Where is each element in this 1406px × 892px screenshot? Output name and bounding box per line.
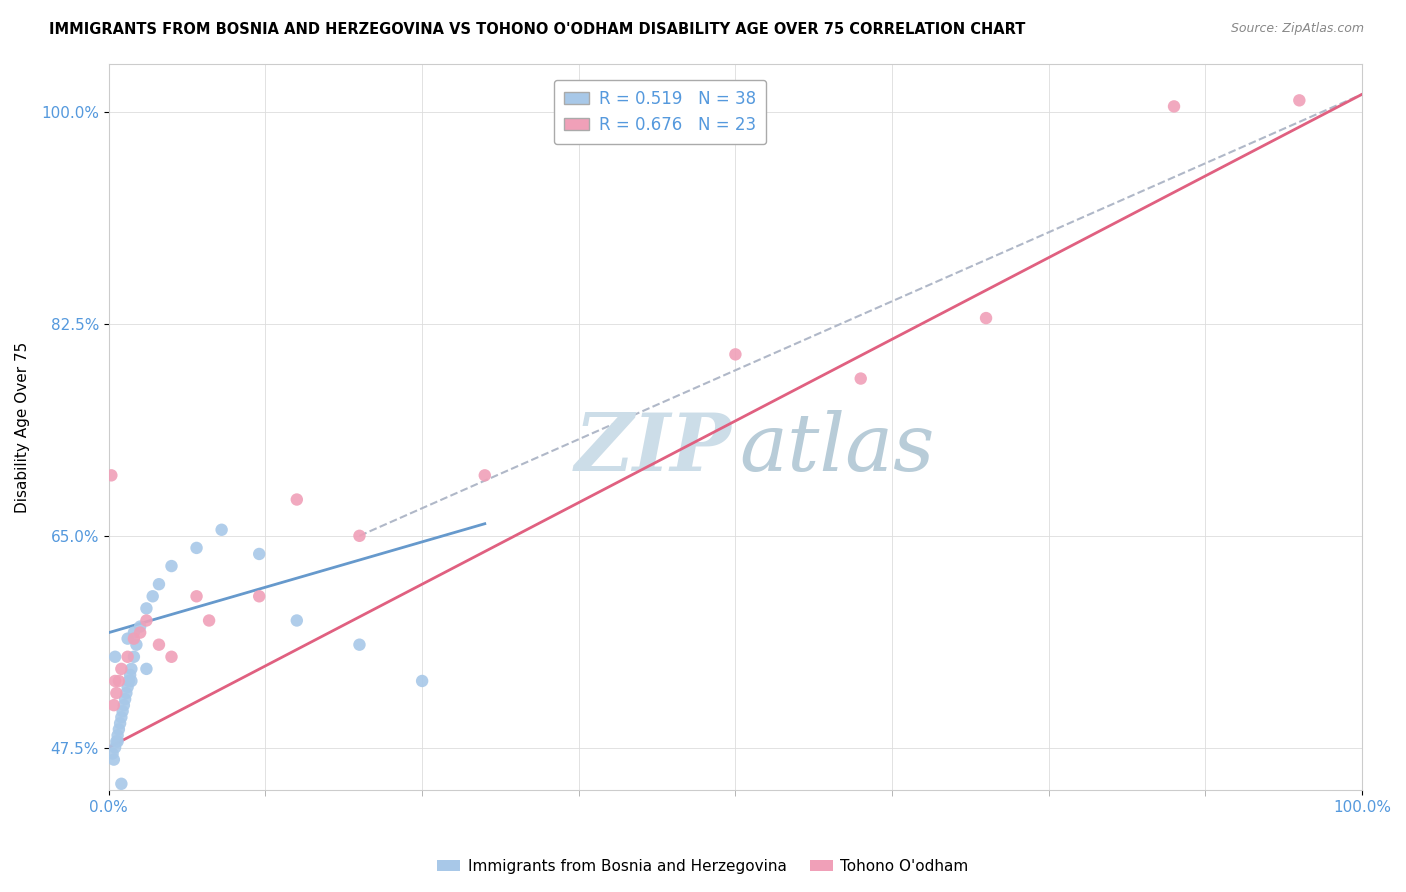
Point (100, 468, 122, 483)
Point (122, 649, 145, 664)
Point (148, 638, 170, 652)
Point (349, 529, 371, 543)
Point (247, 589, 270, 603)
Point (108, 673, 131, 688)
Text: ZIP: ZIP (575, 410, 731, 487)
Legend: R = 0.519   N = 38, R = 0.676   N = 23: R = 0.519 N = 38, R = 0.676 N = 23 (554, 79, 766, 144)
Point (186, 541, 208, 555)
Point (104, 649, 127, 664)
Point (103, 753, 125, 767)
Point (118, 673, 141, 688)
Point (122, 632, 145, 646)
Point (129, 619, 152, 633)
Point (160, 649, 183, 664)
Point (120, 673, 142, 688)
Point (110, 662, 132, 676)
Point (110, 777, 132, 791)
Point (117, 632, 139, 646)
Point (110, 710, 132, 724)
Point (411, 673, 433, 688)
Y-axis label: Disability Age Over 75: Disability Age Over 75 (15, 342, 30, 513)
Point (1163, 99, 1185, 113)
Point (349, 638, 371, 652)
Point (115, 686, 138, 700)
Point (122, 625, 145, 640)
Point (112, 801, 135, 815)
Point (285, 492, 308, 507)
Point (105, 686, 128, 700)
Point (160, 559, 183, 574)
Point (135, 662, 157, 676)
Point (117, 649, 139, 664)
Point (108, 723, 131, 737)
Point (849, 371, 872, 385)
Point (107, 728, 129, 742)
Text: Source: ZipAtlas.com: Source: ZipAtlas.com (1230, 22, 1364, 36)
Point (724, 347, 747, 361)
Point (108, 789, 131, 803)
Point (285, 614, 308, 628)
Point (103, 698, 125, 713)
Point (247, 547, 270, 561)
Text: IMMIGRANTS FROM BOSNIA AND HERZEGOVINA VS TOHONO O'ODHAM DISABILITY AGE OVER 75 : IMMIGRANTS FROM BOSNIA AND HERZEGOVINA V… (49, 22, 1025, 37)
Point (105, 734, 128, 748)
Point (101, 747, 124, 761)
Point (974, 311, 997, 326)
Legend: Immigrants from Bosnia and Herzegovina, Tohono O'odham: Immigrants from Bosnia and Herzegovina, … (432, 853, 974, 880)
Point (104, 740, 127, 755)
Point (114, 692, 136, 706)
Point (112, 698, 135, 713)
Point (474, 468, 496, 483)
Point (211, 523, 233, 537)
Point (135, 601, 157, 615)
Point (108, 716, 131, 731)
Point (186, 589, 208, 603)
Point (129, 625, 152, 640)
Point (135, 614, 157, 628)
Point (125, 638, 148, 652)
Point (120, 662, 142, 676)
Text: atlas: atlas (740, 410, 935, 487)
Point (142, 589, 165, 603)
Point (111, 704, 134, 718)
Point (107, 734, 129, 748)
Point (120, 668, 142, 682)
Point (148, 577, 170, 591)
Point (1288, 93, 1310, 107)
Point (117, 680, 139, 694)
Point (198, 614, 221, 628)
Point (104, 673, 127, 688)
